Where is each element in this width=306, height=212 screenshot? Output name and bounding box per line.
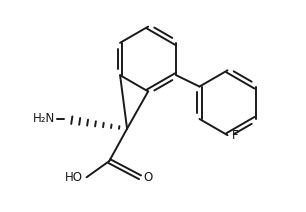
Text: HO: HO (65, 171, 83, 184)
Text: O: O (143, 171, 152, 184)
Text: H₂N: H₂N (32, 112, 55, 126)
Text: F: F (232, 129, 238, 142)
